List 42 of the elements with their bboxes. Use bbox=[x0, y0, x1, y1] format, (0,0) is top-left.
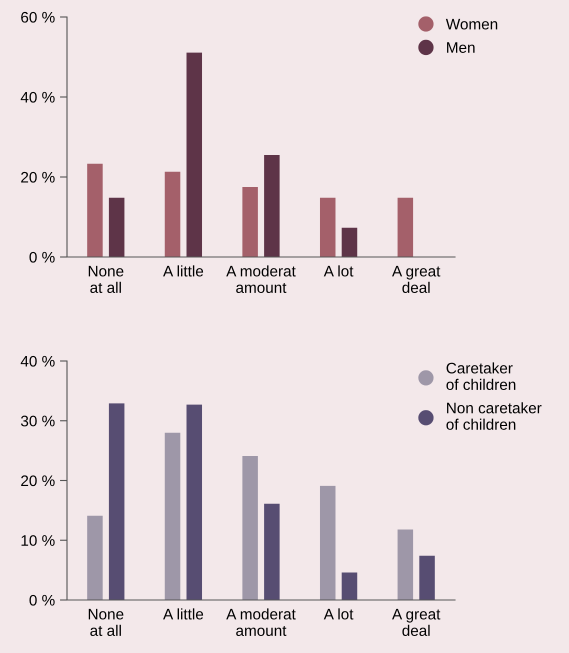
y-tick-label: 40 % bbox=[20, 356, 55, 367]
x-tick-label: None at all bbox=[88, 608, 124, 636]
y-tick-label: 20 % bbox=[21, 475, 55, 486]
bar bbox=[264, 155, 280, 257]
x-tick-label: A lot bbox=[324, 265, 354, 277]
y-tick-label: 30 % bbox=[20, 416, 55, 426]
y-tick-label: 0 % bbox=[29, 594, 55, 606]
x-tick-label: A moderat amount bbox=[226, 265, 296, 294]
y-tick-label: 60 % bbox=[21, 12, 55, 23]
bar bbox=[87, 164, 103, 257]
bar bbox=[108, 198, 124, 257]
bar bbox=[164, 432, 180, 600]
bar bbox=[342, 572, 358, 600]
bar bbox=[320, 486, 336, 600]
bar bbox=[242, 187, 258, 257]
x-tick-label: A little bbox=[163, 265, 204, 277]
bar bbox=[342, 228, 358, 257]
x-tick-label: A lot bbox=[324, 608, 354, 620]
bar bbox=[242, 456, 258, 600]
x-tick-label: A little bbox=[163, 608, 204, 620]
bar bbox=[398, 529, 414, 600]
bar bbox=[264, 504, 280, 600]
x-tick-label: A moderat amount bbox=[226, 608, 296, 636]
legend-label: Women bbox=[446, 18, 498, 30]
y-tick-label: 0 % bbox=[29, 252, 55, 263]
bar bbox=[108, 403, 124, 600]
legend-label: Caretaker of children bbox=[446, 362, 516, 390]
bar bbox=[186, 404, 202, 600]
bar bbox=[320, 198, 336, 257]
bar bbox=[419, 556, 435, 600]
y-tick-label: 40 % bbox=[20, 92, 55, 103]
x-tick-label: A great deal bbox=[392, 608, 440, 636]
x-tick-label: None at all bbox=[88, 266, 124, 294]
x-tick-label: A great deal bbox=[392, 266, 440, 294]
legend-label: Men bbox=[447, 42, 475, 53]
y-tick-label: 20 % bbox=[21, 172, 55, 183]
bar bbox=[87, 516, 103, 600]
legend-label: Non caretaker of children bbox=[446, 402, 542, 430]
bar bbox=[164, 172, 180, 257]
bar bbox=[398, 198, 414, 257]
bar bbox=[186, 52, 202, 257]
y-tick-label: 10 % bbox=[22, 535, 55, 546]
